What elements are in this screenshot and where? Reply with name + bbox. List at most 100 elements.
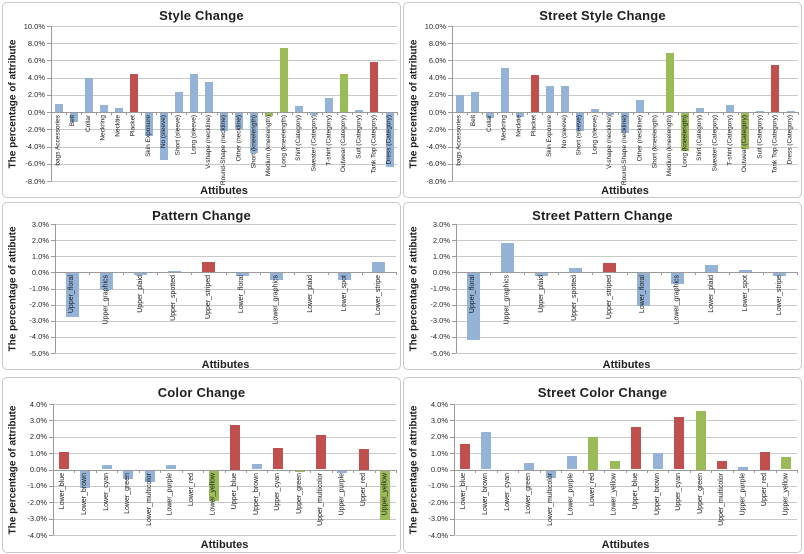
category-tick-mark — [160, 469, 162, 473]
y-tick-mark — [448, 163, 452, 165]
category-tick-mark — [224, 469, 226, 473]
bar-Skin Exposure — [545, 86, 554, 113]
y-tick-label: -1.0% — [428, 481, 448, 491]
category-label-no-sleeve-: No (sleeve) — [159, 115, 167, 149]
gridline — [53, 453, 396, 455]
category-tick-mark — [527, 112, 529, 116]
category-tick-mark — [327, 272, 329, 276]
category-label-suit-category-: Suit (Category) — [355, 115, 363, 159]
category-tick-mark — [454, 469, 455, 473]
category-tick-mark — [96, 112, 98, 116]
bar-Shirt (Category) — [696, 108, 705, 113]
bar-V-shape (neckline) — [205, 82, 213, 113]
category-label-lower-green: Lower_green — [525, 472, 532, 514]
y-tick-label: 2.0% — [29, 432, 47, 442]
gridline — [51, 43, 397, 45]
category-label-tank-top-category-: Tank Top (Category) — [370, 115, 378, 174]
y-tick-mark — [452, 256, 456, 258]
category-tick-mark — [66, 112, 67, 116]
category-tick-mark — [331, 469, 333, 473]
category-tick-mark — [754, 469, 756, 473]
category-label-upper-multicolor: Upper_multicolor — [317, 472, 324, 526]
category-label-upper-purple: Upper_purple — [739, 472, 747, 515]
category-tick-mark — [558, 272, 560, 276]
category-tick-mark — [660, 272, 662, 276]
category-label-lower-spot: Lower_spot — [741, 275, 749, 312]
category-label-neckring: Neckring — [500, 115, 508, 141]
x-axis-title: Attibutes — [601, 539, 650, 551]
category-tick-mark — [267, 469, 269, 473]
bar-T-shirt (Category) — [325, 98, 334, 113]
y-tick-mark — [47, 146, 51, 148]
category-tick-mark — [797, 272, 798, 276]
category-label-long-sleeve-: Long (sleeve) — [189, 115, 197, 155]
category-tick-mark — [561, 469, 563, 473]
category-tick-mark — [231, 112, 233, 116]
category-tick-mark — [171, 112, 173, 116]
y-tick-mark — [47, 112, 51, 114]
y-tick-mark — [448, 146, 452, 148]
gridline — [55, 336, 396, 338]
category-tick-mark — [737, 112, 739, 116]
bar-Other (neckline) — [636, 100, 644, 113]
category-tick-mark — [692, 112, 694, 116]
bar-Upper_floral — [466, 272, 480, 341]
category-label-outwear-category-: Outwear (Category) — [741, 115, 749, 173]
gridline — [53, 535, 396, 536]
bar-Upper_red — [759, 451, 770, 470]
y-tick-label: 3.0% — [31, 219, 49, 229]
gridline — [51, 77, 397, 79]
category-tick-mark — [582, 469, 584, 473]
y-tick-mark — [450, 469, 454, 471]
category-tick-mark — [396, 272, 397, 276]
gridline — [55, 288, 396, 290]
bar-Upper_spotted — [167, 270, 181, 273]
y-tick-label: 4.0% — [428, 73, 446, 83]
category-tick-mark — [512, 112, 514, 116]
bar-Lower_graphics — [671, 272, 685, 285]
category-tick-mark — [361, 272, 363, 276]
category-tick-mark — [111, 112, 113, 116]
category-tick-mark — [51, 112, 52, 116]
gridline — [55, 353, 396, 354]
x-axis-title: Attibutes — [201, 359, 250, 370]
y-tick-mark — [452, 288, 456, 290]
y-tick-label: 0.0% — [27, 107, 45, 117]
chart-panel-street-color-change: Street Color Change The percentage of att… — [403, 377, 802, 553]
category-label-lower-stripe: Lower_stripe — [374, 275, 382, 316]
y-tick-mark — [448, 129, 452, 131]
category-label-short-sleeve-: Short (sleeve) — [575, 115, 583, 156]
gridline — [53, 518, 396, 520]
category-label-upper-blue: Upper_blue — [632, 472, 640, 509]
y-tick-mark — [448, 94, 452, 96]
y-tick-label: -6.0% — [25, 159, 45, 169]
y-tick-label: -4.0% — [25, 142, 45, 152]
category-label-upper-floral: Upper_floral — [68, 275, 75, 314]
category-label-long-sleeve-: Long (sleeve) — [590, 115, 598, 155]
y-tick-label: -3.0% — [29, 316, 49, 326]
bar-Tank Top (Category) — [370, 62, 379, 113]
category-tick-mark — [81, 112, 83, 116]
category-tick-mark — [203, 469, 205, 473]
bar-Lower_brown — [80, 469, 91, 488]
chart-title-street-color-change: Street Color Change — [537, 385, 668, 400]
y-tick-mark — [51, 240, 55, 242]
category-tick-mark — [74, 469, 76, 473]
y-tick-mark — [51, 304, 55, 306]
y-tick-mark — [47, 163, 51, 165]
category-label-upper-spotted: Upper_spotted — [571, 275, 579, 322]
gridline — [51, 26, 397, 27]
gridline — [55, 256, 396, 258]
chart-title-street-style-change: Street Style Change — [539, 8, 666, 23]
category-tick-mark — [216, 112, 218, 116]
category-label-long-kneelength-: Long (kneelength) — [280, 115, 288, 168]
category-label-lower-graphics: Lower_graphics — [673, 275, 681, 325]
bar-Lower_purple — [165, 464, 176, 470]
y-tick-label: 1.0% — [432, 251, 450, 261]
category-tick-mark — [604, 469, 606, 473]
y-tick-mark — [47, 60, 51, 62]
bar-Lower_yellow — [208, 469, 219, 501]
gridline — [51, 60, 397, 62]
category-label-short-sleeve-: Short (sleeve) — [174, 115, 182, 156]
